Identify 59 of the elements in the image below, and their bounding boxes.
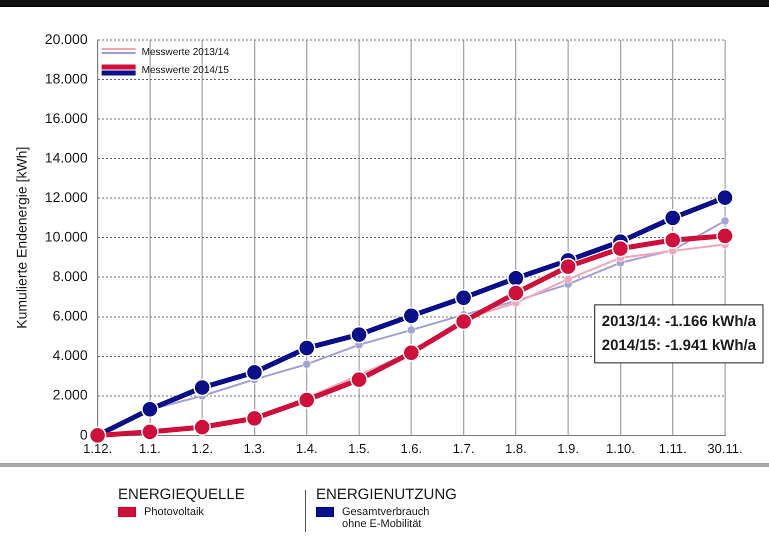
x-tick-label: 1.6. [400,440,422,456]
point [664,209,682,227]
y-tick-label: 6.000 [52,308,88,324]
point [564,274,572,284]
point [612,240,630,258]
point [246,410,264,428]
point [193,418,211,436]
y-tick-label: 16.000 [44,110,88,126]
point [716,227,734,245]
y-tick-label: 18.000 [44,70,88,86]
point [350,370,368,388]
annotation: 2013/14: -1.166 kWh/a [602,313,757,330]
x-tick-label: 1.11. [658,440,687,456]
point [141,400,159,418]
x-tick-label: 1.1. [139,440,161,456]
y-tick-label: 2.000 [52,386,88,403]
point [141,423,159,441]
x-tick-label: 1.3. [244,440,266,456]
text: ENERGIEQUELLE [118,486,245,503]
x-tick-label: 30.11. [707,440,743,456]
y-tick-label: 14.000 [44,149,88,166]
y-tick-label: 8.000 [52,268,88,284]
y-tick-label: 12.000 [44,189,88,206]
legend-label: Photovoltaik [144,506,204,518]
x-tick-label: 1.7. [452,440,474,456]
point [454,312,472,330]
annotation: 2014/15: -1.941 kWh/a [602,337,757,354]
annotation: Messwerte 2013/14 [142,46,230,58]
point [720,216,730,226]
y-tick-label: 10.000 [44,228,88,245]
point [559,258,577,276]
point [302,360,311,368]
point [298,339,316,357]
x-tick-label: 1.4. [296,440,318,456]
point [407,326,416,334]
point [402,307,420,325]
x-tick-label: 1.12. [83,440,112,456]
x-tick-label: 1.10. [606,440,635,456]
point [402,344,420,362]
x-tick-label: 1.2. [191,440,214,456]
point [664,231,682,249]
point [507,284,525,302]
text: ENERGIENUTZUNG [316,486,457,503]
point [454,289,472,307]
y-tick-label: 20.000 [44,30,88,47]
y-tick-label: 4.000 [52,347,88,364]
annotation: Messwerte 2014/15 [142,64,230,76]
point [507,269,525,287]
point [350,326,368,344]
y-axis-title: Kumulierte Endenergie [kWh] [13,146,30,329]
x-tick-label: 1.9. [557,440,579,456]
point [246,364,264,382]
y-tick-label: 0 [80,426,88,442]
x-tick-label: 1.8. [505,440,527,456]
x-tick-label: 1.5. [348,440,370,456]
legend-label: Gesamtverbrauch ohne E-Mobilität [342,506,430,530]
point [716,188,734,206]
point [298,391,316,409]
point [193,378,211,396]
